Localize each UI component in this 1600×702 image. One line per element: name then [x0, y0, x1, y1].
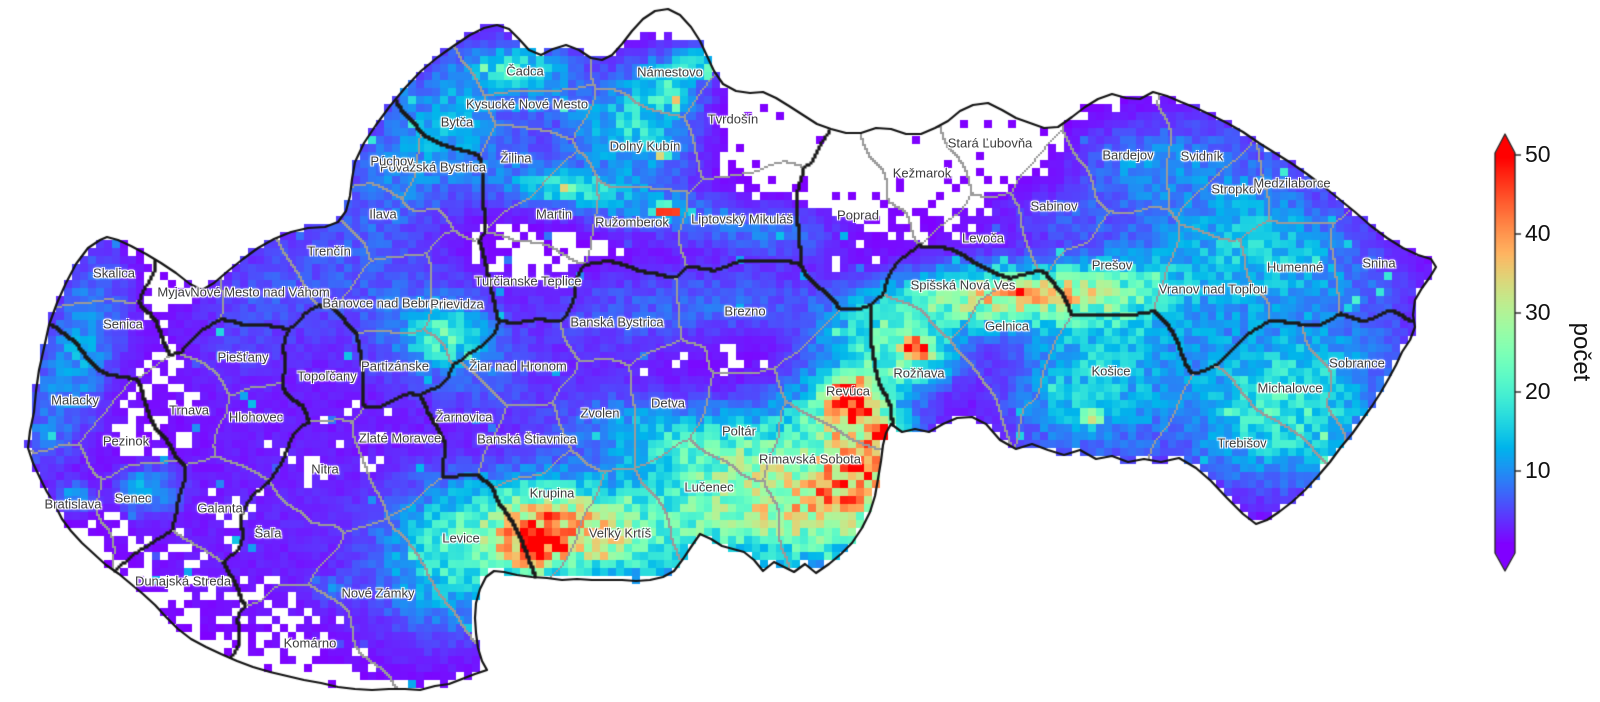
slovakia-heatmap-canvas [0, 0, 1600, 702]
slovakia-count-heatmap-figure: Čadca Kysucké Nové Mesto Bytča Žilina Martin… [0, 0, 1600, 702]
